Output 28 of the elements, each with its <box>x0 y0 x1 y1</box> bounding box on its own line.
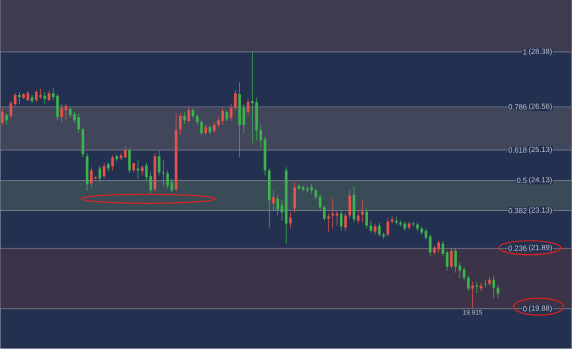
candlestick <box>361 200 364 223</box>
candlestick <box>488 276 491 286</box>
candlestick <box>183 112 186 124</box>
candlestick <box>128 148 131 174</box>
candlestick <box>30 95 34 104</box>
candlestick <box>370 220 372 233</box>
candlestick <box>390 216 394 224</box>
candlestick <box>136 160 140 179</box>
candlestick <box>298 184 300 191</box>
candlestick <box>192 108 194 118</box>
candlestick <box>496 286 500 299</box>
candlestick <box>416 222 419 231</box>
candlestick <box>327 214 330 232</box>
candlestick <box>352 186 356 223</box>
candlestick <box>471 282 474 308</box>
candlestick <box>48 91 50 102</box>
candlestick <box>480 282 482 292</box>
candlestick <box>272 190 275 211</box>
candlestick <box>217 117 220 128</box>
candlestick <box>200 120 203 136</box>
candlestick <box>64 104 68 120</box>
candlestick <box>111 156 114 171</box>
candlestick <box>208 125 212 134</box>
candlestick <box>39 89 42 100</box>
candlestick <box>408 222 410 230</box>
candlestick <box>289 212 292 229</box>
candlestick <box>399 220 402 227</box>
candlestick <box>344 212 347 231</box>
